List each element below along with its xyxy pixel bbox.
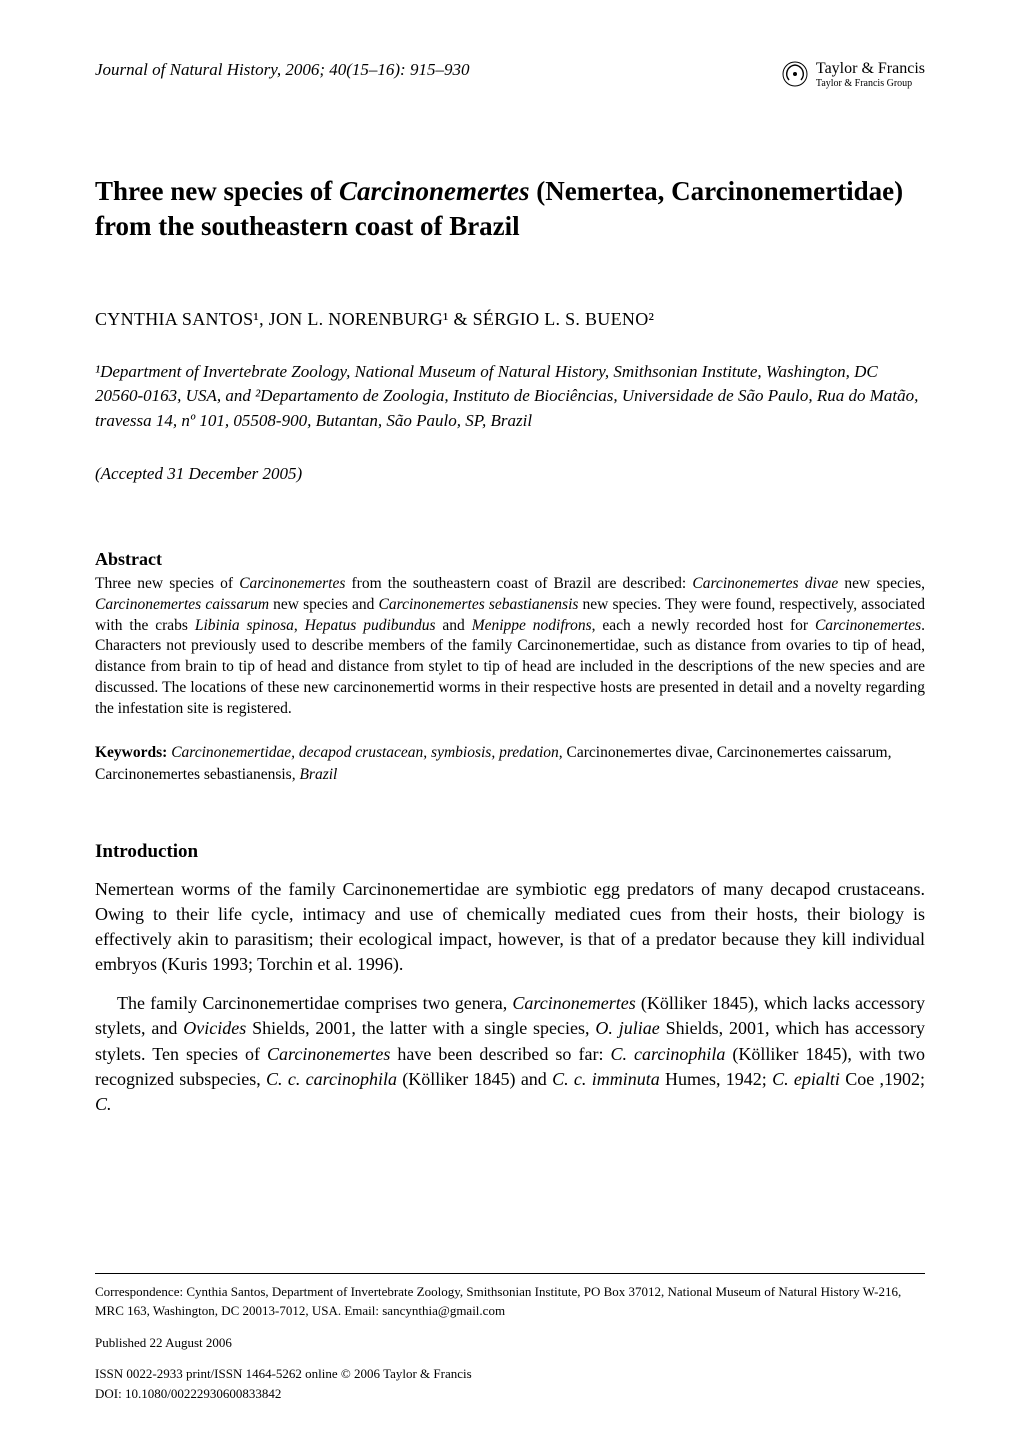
keywords-label: Keywords: <box>95 744 167 761</box>
abstract-text: new species, <box>838 575 925 592</box>
intro-text: (Kölliker 1845) and <box>397 1069 552 1089</box>
article-title: Three new species of Carcinonemertes (Ne… <box>95 174 925 244</box>
abstract-italic: Carcinonemertes divae <box>692 575 838 592</box>
abstract-italic: Hepatus pudibundus <box>305 617 436 634</box>
intro-para-1: Nemertean worms of the family Carcinonem… <box>95 877 925 978</box>
publisher-name: Taylor & Francis <box>816 60 925 78</box>
abstract-italic: Carcinonemertes <box>239 575 345 592</box>
affiliations: ¹Department of Invertebrate Zoology, Nat… <box>95 360 925 434</box>
intro-italic: O. juliae <box>595 1018 659 1038</box>
keywords-italic: , <box>888 744 892 761</box>
accepted-date: (Accepted 31 December 2005) <box>95 464 925 484</box>
intro-italic: Ovicides <box>183 1018 246 1038</box>
footer: Correspondence: Cynthia Santos, Departme… <box>95 1273 925 1404</box>
intro-italic: C. epialti <box>772 1069 840 1089</box>
keywords-italic: , Brazil <box>292 766 338 783</box>
publisher-logo-icon <box>782 61 808 87</box>
abstract-text: , each a newly recorded host for <box>592 617 815 634</box>
intro-italic: C. c. carcinophila <box>266 1069 397 1089</box>
abstract-italic: Menippe nodifrons <box>472 617 592 634</box>
intro-text: The family Carcinonemertidae comprises t… <box>117 993 512 1013</box>
keywords-plain: Carcinonemertes sebastianensis <box>95 766 292 783</box>
header-row: Journal of Natural History, 2006; 40(15–… <box>95 60 925 89</box>
abstract-text: from the southeastern coast of Brazil ar… <box>345 575 692 592</box>
abstract-text: new species and <box>269 596 379 613</box>
published-date: Published 22 August 2006 <box>95 1333 925 1353</box>
intro-text: have been described so far: <box>390 1044 610 1064</box>
keywords: Keywords: Carcinonemertidae, decapod cru… <box>95 742 925 785</box>
journal-citation: Journal of Natural History, 2006; 40(15–… <box>95 60 469 80</box>
doi: DOI: 10.1080/00222930600833842 <box>95 1384 925 1404</box>
keywords-italic: Carcinonemertidae, decapod crustacean, s… <box>171 744 562 761</box>
authors: CYNTHIA SANTOS¹, JON L. NORENBURG¹ & SÉR… <box>95 309 925 330</box>
intro-italic: C. <box>95 1094 112 1114</box>
intro-text: Humes, 1942; <box>660 1069 772 1089</box>
introduction-heading: Introduction <box>95 841 925 863</box>
intro-italic: C. carcinophila <box>610 1044 725 1064</box>
abstract-italic: Carcinonemertes <box>815 617 921 634</box>
intro-italic: Carcinonemertes <box>267 1044 390 1064</box>
abstract-heading: Abstract <box>95 549 925 570</box>
abstract-text: , <box>294 617 305 634</box>
intro-text: Coe ,1902; <box>840 1069 925 1089</box>
footer-rule <box>95 1273 925 1274</box>
intro-italic: C. c. imminuta <box>552 1069 660 1089</box>
abstract-italic: Carcinonemertes sebastianensis <box>379 596 579 613</box>
publisher-group: Taylor & Francis Group <box>816 78 925 89</box>
publisher-text: Taylor & Francis Taylor & Francis Group <box>816 60 925 89</box>
keywords-plain: Carcinonemertes divae, Carcinonemertes c… <box>563 744 888 761</box>
abstract-italic: Libinia spinosa <box>195 617 294 634</box>
issn: ISSN 0022-2933 print/ISSN 1464-5262 onli… <box>95 1364 925 1384</box>
abstract-text: Three new species of <box>95 575 239 592</box>
publisher-block: Taylor & Francis Taylor & Francis Group <box>782 60 925 89</box>
abstract-text: and <box>436 617 472 634</box>
intro-text: Shields, 2001, the latter with a single … <box>246 1018 595 1038</box>
intro-italic: Carcinonemertes <box>512 993 635 1013</box>
intro-para-2: The family Carcinonemertidae comprises t… <box>95 991 925 1117</box>
correspondence: Correspondence: Cynthia Santos, Departme… <box>95 1282 925 1321</box>
abstract-body: Three new species of Carcinonemertes fro… <box>95 574 925 720</box>
abstract-italic: Carcinonemertes caissarum <box>95 596 269 613</box>
